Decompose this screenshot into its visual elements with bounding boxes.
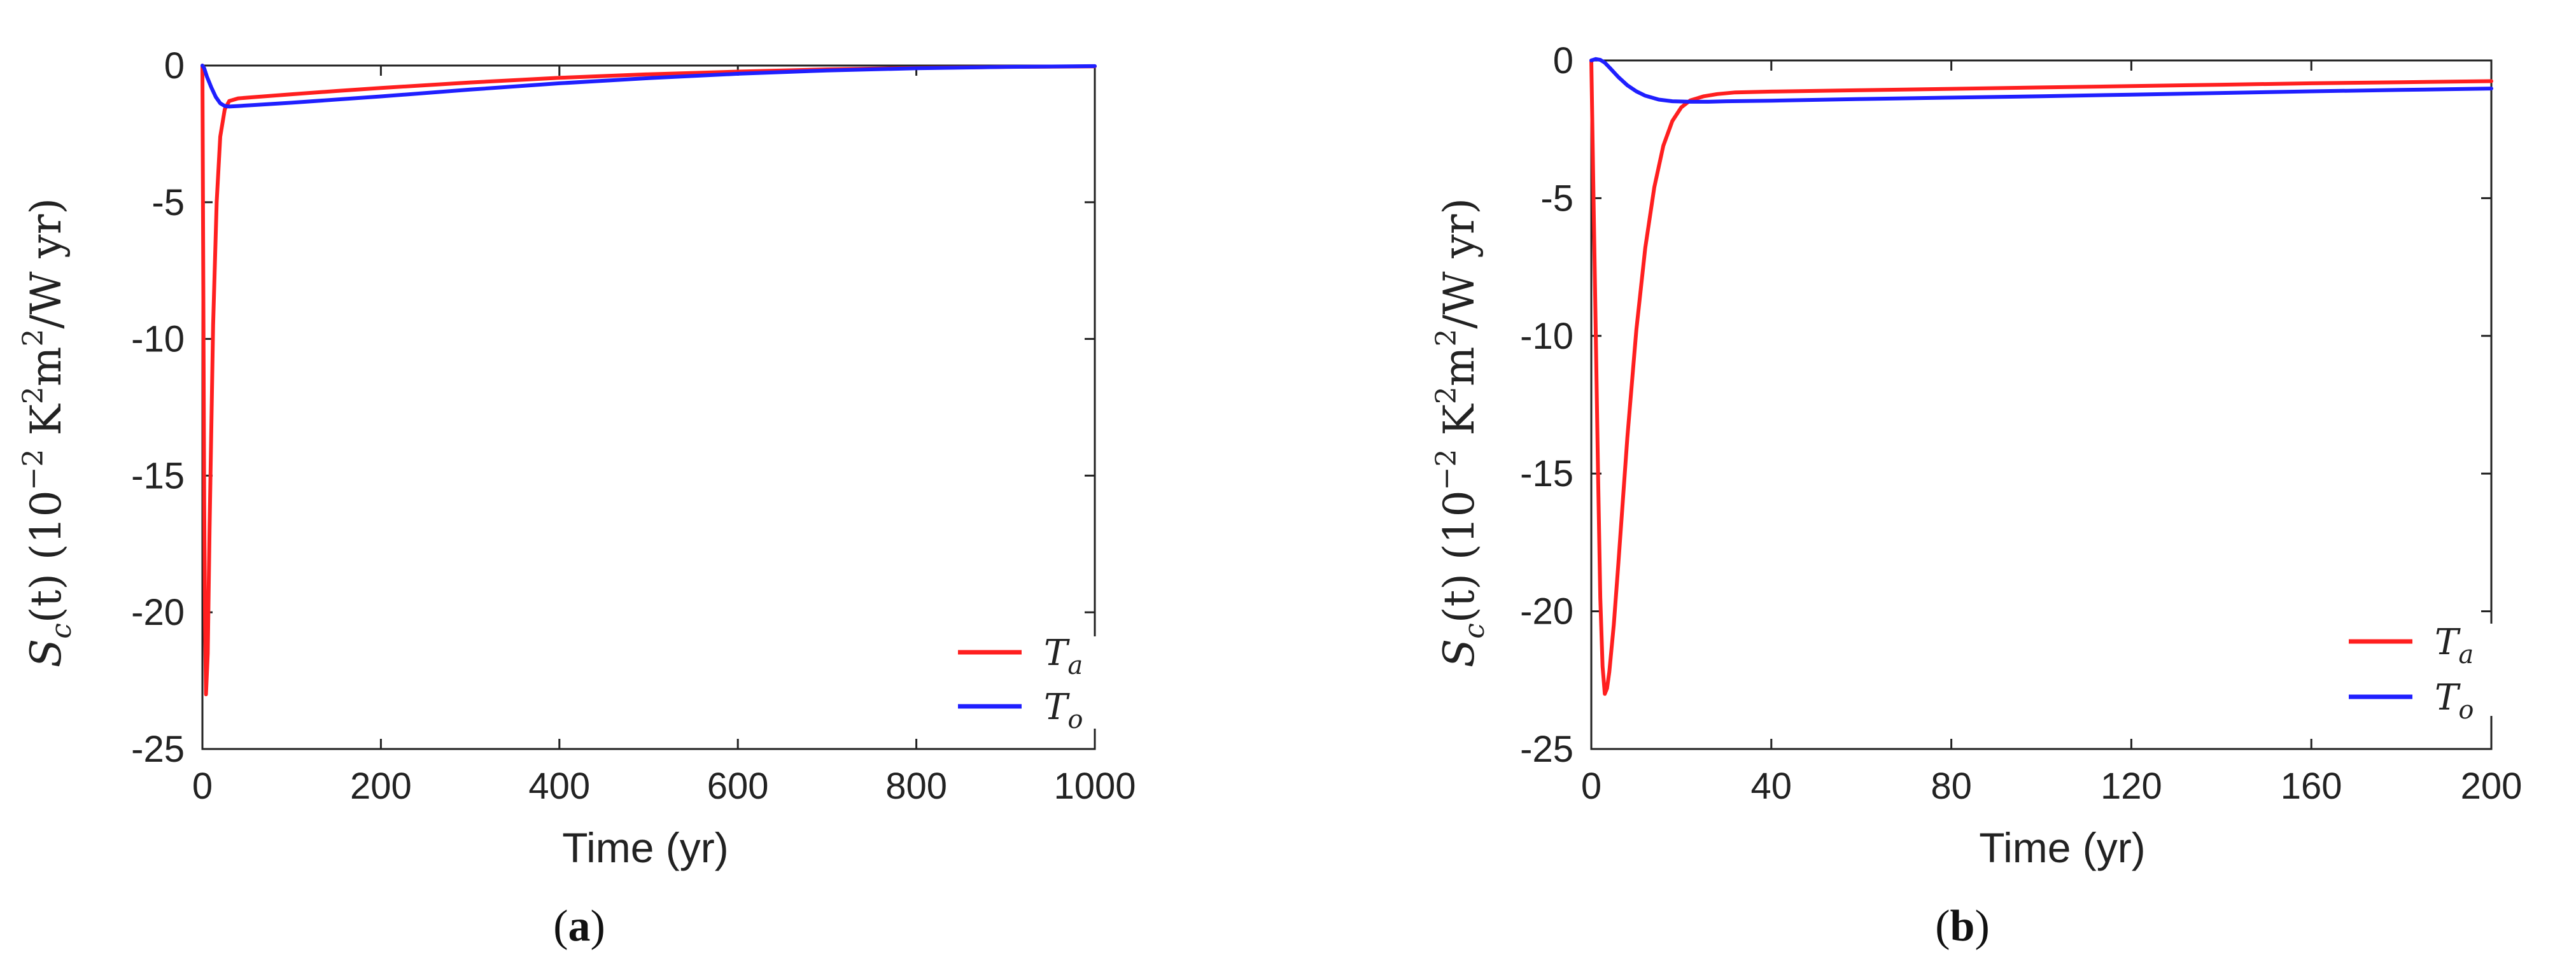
x-tick-label: 0 xyxy=(1581,766,1601,807)
x-tick-label: 0 xyxy=(192,766,213,807)
series-line-to xyxy=(201,64,1097,109)
y-tick-label: -5 xyxy=(151,182,185,223)
x-axis-label: Time (yr) xyxy=(562,824,729,871)
chart-panel-a: Sc(t) (10−2 K2m2/W yr) 0 -5 -10 -15 -20 -25 0… xyxy=(17,45,1136,951)
x-tick-label: 1000 xyxy=(1053,766,1136,807)
y-tick-label: 0 xyxy=(1553,40,1573,81)
y-tick-label: 0 xyxy=(164,45,185,87)
series-lines xyxy=(1589,57,2493,696)
panel-label-b: (b) xyxy=(1935,902,1990,951)
y-axis-label: Sc(t) (10−2 K2m2/W yr) xyxy=(1430,198,1491,668)
x-tick-labels: 0 40 80 120 160 200 xyxy=(1581,766,2523,807)
y-tick-label: -5 xyxy=(1540,178,1573,219)
x-axis-label: Time (yr) xyxy=(1979,824,2146,871)
series-lines xyxy=(201,64,1097,697)
legend: Ta To xyxy=(2342,622,2502,725)
series-line-to xyxy=(1589,57,2493,104)
y-tick-label: -15 xyxy=(131,455,185,496)
legend-label-to: To xyxy=(1044,687,1083,734)
x-tick-label: 800 xyxy=(885,766,947,807)
svg-text:Sc(t) (10−2 K2m2/W yr): Sc(t) (10−2 K2m2/W yr) xyxy=(17,198,78,668)
y-tick-labels: 0 -5 -10 -15 -20 -25 xyxy=(131,45,185,770)
x-tick-label: 40 xyxy=(1751,766,1792,807)
series-line-ta xyxy=(201,64,1097,697)
svg-text:Sc(t) (10−2 K2m2/W yr): Sc(t) (10−2 K2m2/W yr) xyxy=(1430,198,1491,668)
plot-frame xyxy=(1590,59,2493,750)
x-tick-label: 120 xyxy=(2101,766,2162,807)
y-tick-label: -15 xyxy=(1520,453,1573,494)
x-tick-labels: 0 200 400 600 800 1000 xyxy=(192,766,1136,807)
x-tick-label: 80 xyxy=(1931,766,1972,807)
legend-label-ta: Ta xyxy=(1044,633,1083,680)
y-tick-label: -10 xyxy=(1520,316,1573,357)
legend-label-to: To xyxy=(2435,677,2474,725)
series-line-ta xyxy=(1589,59,2493,696)
x-tick-label: 400 xyxy=(528,766,590,807)
legend-box xyxy=(2342,624,2502,716)
y-tick-label: -20 xyxy=(131,592,185,633)
x-tick-label: 160 xyxy=(2281,766,2342,807)
legend-label-ta: Ta xyxy=(2435,622,2474,669)
y-tick-labels: 0 -5 -10 -15 -20 -25 xyxy=(1520,40,1573,770)
x-tick-label: 600 xyxy=(707,766,769,807)
y-tick-label: -20 xyxy=(1520,591,1573,633)
legend: Ta To xyxy=(952,633,1111,734)
x-tick-label: 200 xyxy=(2461,766,2523,807)
y-tick-label: -10 xyxy=(131,319,185,360)
y-tick-label: -25 xyxy=(1520,729,1573,770)
y-tick-label: -25 xyxy=(131,729,185,770)
chart-panel-b: Sc(t) (10−2 K2m2/W yr) 0 -5 -10 -15 -20 -25 0… xyxy=(1430,40,2522,951)
plot-area-border xyxy=(1590,59,2493,750)
x-tick-label: 200 xyxy=(350,766,412,807)
panel-label-a: (a) xyxy=(553,902,605,951)
y-axis-label: Sc(t) (10−2 K2m2/W yr) xyxy=(17,198,78,668)
